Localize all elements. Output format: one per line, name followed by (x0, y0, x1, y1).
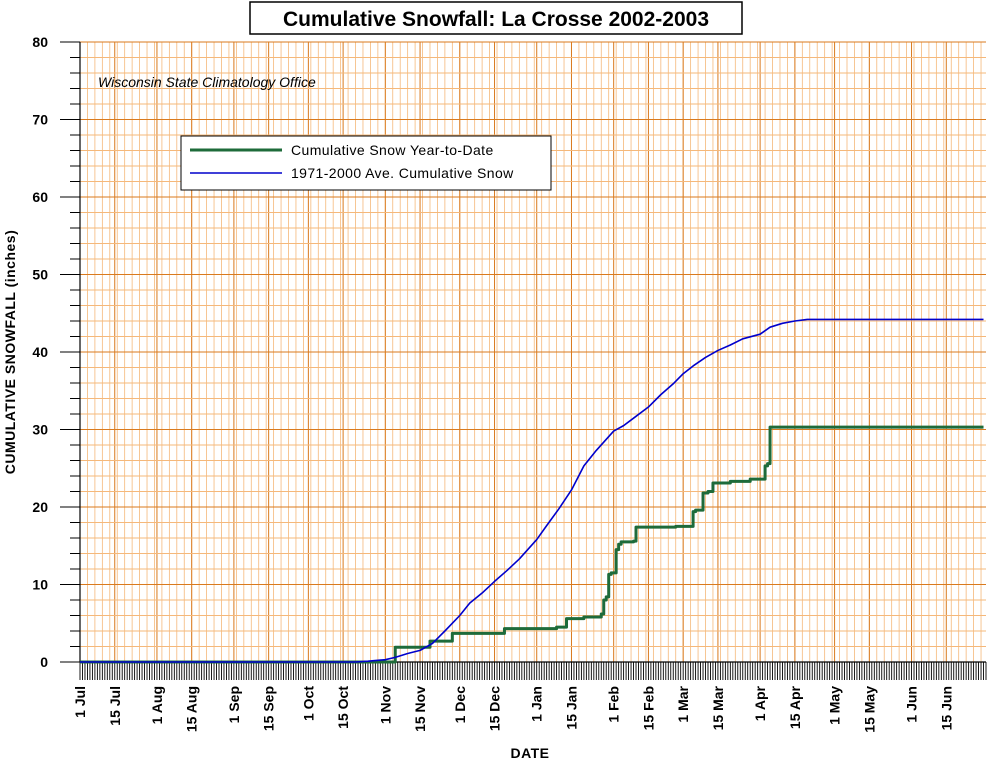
legend: Cumulative Snow Year-to-Date 1971-2000 A… (180, 135, 552, 191)
x-tick-label: 1 May (827, 686, 843, 725)
y-tick-label: 80 (32, 34, 48, 50)
legend-label-average: 1971-2000 Ave. Cumulative Snow (291, 165, 514, 181)
x-tick-label: 15 Feb (640, 686, 656, 730)
y-tick-label: 50 (32, 267, 48, 283)
chart-title-box (249, 1, 743, 35)
legend-box (180, 135, 552, 191)
y-tick-label: 10 (32, 577, 48, 593)
x-tick-label: 1 Oct (300, 686, 316, 721)
y-tick-label: 70 (32, 112, 48, 128)
grid (79, 41, 986, 663)
x-tick-label: 15 Apr (787, 685, 803, 729)
y-tick-label: 20 (32, 499, 48, 515)
series-line-snow-ytd (80, 425, 984, 664)
x-tick-label: 1 Nov (377, 686, 393, 724)
x-tick-label: 15 Mar (710, 685, 726, 730)
x-tick-label: 1 Sep (226, 686, 242, 723)
y-axis-title: CUMULATIVE SNOWFALL (inches) (2, 230, 18, 474)
x-tick-label: 15 Sep (261, 686, 277, 731)
y-tick-label: 30 (32, 422, 48, 438)
y-tick-label: 40 (32, 344, 48, 360)
x-tick-label: 15 Nov (412, 686, 428, 732)
x-tick-label: 1 Feb (606, 686, 622, 723)
chart-title-text: Cumulative Snowfall: La Crosse 2002-2003 (283, 8, 709, 31)
x-tick-label: 15 Jun (938, 686, 954, 730)
x-tick-label: 15 Jan (563, 686, 579, 730)
x-tick-label: 1 Jul (72, 686, 88, 718)
x-tick-label: 1 Apr (752, 685, 768, 721)
x-axis-title: DATE (510, 745, 549, 761)
series-layer (80, 318, 984, 664)
series-line-average (80, 318, 984, 663)
annotation-text: Wisconsin State Climatology Office (98, 74, 316, 90)
x-tick-label: 15 Oct (335, 686, 351, 729)
axes: 0 10 20 30 40 50 60 70 80 1 Jul 15 Jul 1 Aug 15 Aug 1… (32, 34, 987, 733)
x-tick-label: 1 Mar (675, 685, 691, 722)
x-tick-label: 15 May (861, 686, 877, 733)
x-tick-label: 1 Dec (452, 686, 468, 724)
x-tick-label: 15 Jul (107, 686, 123, 726)
x-tick-label: 1 Aug (149, 686, 165, 724)
chart-title: Cumulative Snowfall: La Crosse 2002-2003 (249, 1, 743, 35)
x-tick-label: 15 Aug (184, 686, 200, 732)
x-tick-label: 1 Jun (904, 686, 920, 723)
y-tick-label: 0 (40, 654, 48, 670)
x-tick-label: 15 Dec (487, 686, 503, 731)
legend-label-snow-ytd: Cumulative Snow Year-to-Date (291, 142, 494, 158)
x-tick-label: 1 Jan (529, 686, 545, 722)
y-tick-label: 60 (32, 189, 48, 205)
